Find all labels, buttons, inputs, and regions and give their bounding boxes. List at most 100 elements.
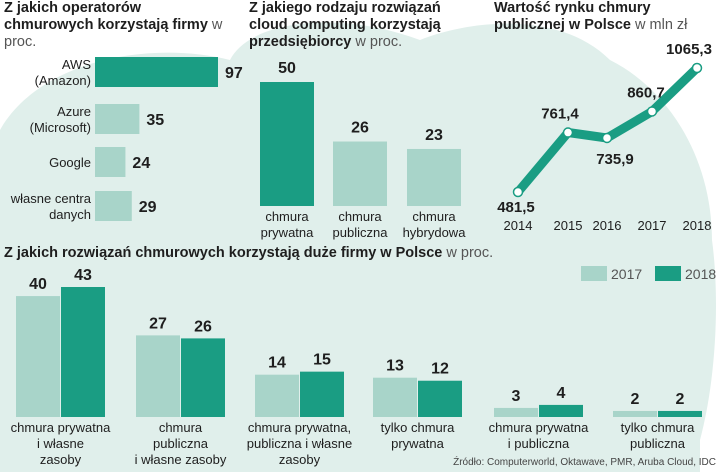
large-label-1-0: chmura (159, 420, 203, 435)
solution-bar-0 (260, 82, 314, 206)
operator-label-2-0: Google (49, 155, 91, 170)
large-value-2-2017: 14 (268, 355, 286, 372)
solution-label-0-0: chmura (265, 209, 309, 224)
legend-swatch-2018 (655, 266, 681, 281)
solution-bar-1 (333, 141, 387, 206)
chart2-unit: w proc. (355, 34, 403, 50)
operator-value-3: 29 (139, 199, 157, 216)
large-value-5-2018: 2 (676, 391, 685, 408)
chart1-title: Z jakich operatorów chmurowych korzystaj… (4, 0, 234, 51)
large-label-0-0: chmura prywatna (11, 420, 111, 435)
operator-label-3-0: własne centra (10, 191, 92, 206)
chart1-title-text: Z jakich operatorów chmurowych korzystaj… (4, 0, 208, 33)
chart4-title-text: Z jakich rozwiązań chmurowych korzystają… (4, 245, 443, 261)
solution-value-0: 50 (278, 60, 296, 77)
market-year-1: 2015 (554, 218, 583, 233)
large-label-4-1: i publiczna (508, 436, 570, 451)
operator-value-2: 24 (132, 155, 150, 172)
large-value-5-2017: 2 (631, 391, 640, 408)
large-bar-2-2018 (300, 371, 344, 417)
large-bar-1-2017 (136, 335, 180, 417)
large-bar-4-2018 (539, 404, 583, 417)
legend-swatch-2017 (581, 266, 607, 281)
solution-label-2-1: hybrydowa (403, 225, 467, 240)
operator-bar-3 (95, 191, 132, 221)
source-note: Źródło: Computerworld, Oktawave, PMR, Ar… (453, 457, 716, 468)
large-label-1-1: publiczna (153, 436, 209, 451)
large-bar-4-2017 (494, 407, 538, 417)
operator-label-0-0: AWS (62, 57, 91, 72)
large-value-4-2017: 3 (512, 388, 521, 405)
large-label-0-2: zasoby (40, 452, 82, 467)
large-bar-3-2017 (373, 377, 417, 417)
large-label-1-2: i własne zasoby (135, 452, 227, 467)
large-value-1-2017: 27 (149, 315, 167, 332)
large-bar-5-2017 (613, 410, 657, 417)
market-year-4: 2018 (683, 218, 712, 233)
large-value-2-2018: 15 (313, 352, 331, 369)
solution-bar-2 (407, 148, 461, 206)
solution-value-2: 23 (425, 127, 443, 144)
large-value-0-2017: 40 (29, 276, 47, 293)
large-value-1-2018: 26 (194, 318, 212, 335)
large-value-0-2018: 43 (74, 267, 92, 284)
large-bar-2-2017 (255, 374, 299, 417)
operator-label-1-1: (Microsoft) (30, 120, 91, 135)
chart2-title: Z jakiego rodzaju rozwiązań cloud comput… (249, 0, 464, 51)
market-value-label-3: 860,7 (627, 84, 665, 101)
large-label-3-0: tylko chmura (381, 420, 455, 435)
operator-bar-0 (95, 57, 218, 87)
market-value-label-0: 481,5 (497, 199, 535, 216)
market-point-0 (512, 186, 524, 198)
market-value-label-2: 735,9 (596, 151, 634, 168)
market-point-3 (646, 106, 658, 117)
operator-bar-2 (95, 147, 126, 177)
large-label-5-0: tylko chmura (621, 420, 695, 435)
market-value-label-1: 761,4 (541, 106, 579, 123)
market-value-label-4: 1065,3 (666, 41, 712, 58)
chart2-title-text: Z jakiego rodzaju rozwiązań cloud comput… (249, 0, 441, 50)
large-label-3-1: prywatna (391, 436, 445, 451)
large-label-2-2: zasoby (279, 452, 321, 467)
solution-label-0-1: prywatna (261, 225, 315, 240)
market-year-3: 2017 (638, 218, 667, 233)
chart3-unit: w mln zł (635, 17, 688, 33)
legend-label-2018: 2018 (685, 266, 716, 282)
large-bar-3-2018 (418, 380, 462, 417)
operator-label-3-1: danych (49, 207, 91, 222)
market-point-4 (691, 62, 703, 74)
chart4-unit: w proc. (446, 245, 494, 261)
large-value-4-2018: 4 (557, 385, 566, 402)
market-point-2 (601, 132, 613, 144)
large-value-3-2018: 12 (431, 361, 449, 378)
chart3-title: Wartość rynku chmury publicznej w Polsce… (494, 0, 718, 34)
large-label-0-1: i własne (37, 436, 84, 451)
operator-label-1-0: Azure (57, 104, 91, 119)
large-bar-1-2018 (181, 338, 225, 417)
operator-value-1: 35 (146, 112, 164, 129)
large-label-4-0: chmura prywatna (489, 420, 589, 435)
solution-label-2-0: chmura (412, 209, 456, 224)
legend-label-2017: 2017 (611, 266, 642, 282)
large-label-2-0: chmura prywatna, (248, 420, 351, 435)
large-bar-0-2017 (16, 296, 60, 417)
market-point-1 (562, 127, 574, 138)
solution-label-1-0: chmura (338, 209, 382, 224)
market-year-2: 2016 (593, 218, 622, 233)
chart4-title: Z jakich rozwiązań chmurowych korzystają… (4, 245, 604, 262)
operator-value-0: 97 (225, 65, 243, 82)
operator-bar-1 (95, 104, 140, 134)
large-bar-5-2018 (658, 410, 702, 417)
large-label-2-1: publiczna i własne (247, 436, 353, 451)
market-year-0: 2014 (504, 218, 533, 233)
large-label-5-1: publiczna (630, 436, 686, 451)
solution-label-1-1: publiczna (333, 225, 389, 240)
large-bar-0-2018 (61, 287, 105, 417)
chart3-title-text: Wartość rynku chmury publicznej w Polsce (494, 0, 651, 33)
solution-value-1: 26 (351, 120, 369, 137)
chart1-unit: w proc. (4, 17, 223, 50)
